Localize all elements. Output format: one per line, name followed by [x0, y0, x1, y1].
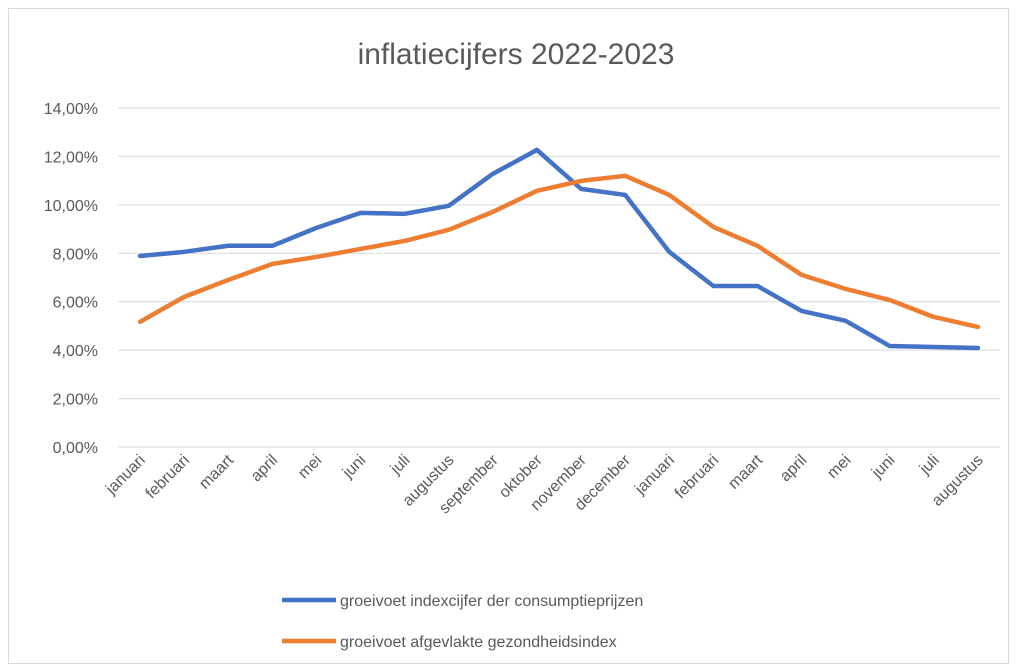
- legend-label: groeivoet indexcijfer der consumptieprij…: [340, 593, 643, 610]
- line-series: [137, 173, 981, 330]
- line-series: [137, 147, 981, 351]
- y-tick-label: 14,00%: [44, 101, 98, 118]
- y-tick-label: 10,00%: [44, 198, 98, 215]
- legend-label: groeivoet afgevlakte gezondheidsindex: [340, 634, 617, 651]
- y-tick-label: 8,00%: [53, 246, 98, 263]
- y-tick-label: 6,00%: [53, 295, 98, 312]
- y-tick-label: 4,00%: [53, 343, 98, 360]
- chart-title: inflatiecijfers 2022-2023: [358, 38, 675, 71]
- y-tick-label: 2,00%: [53, 392, 98, 409]
- chart-border: [8, 8, 1009, 664]
- y-tick-label: 12,00%: [44, 149, 98, 166]
- y-tick-label: 0,00%: [53, 440, 98, 457]
